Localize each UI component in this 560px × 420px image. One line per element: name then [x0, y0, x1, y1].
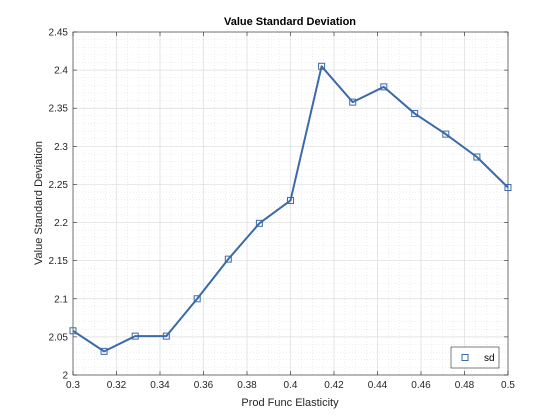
x-tick-label: 0.32	[107, 380, 127, 391]
x-tick-label: 0.5	[501, 380, 515, 391]
x-tick-label: 0.3	[66, 380, 80, 391]
y-tick-label: 2.15	[49, 256, 69, 267]
y-tick-label: 2.3	[54, 142, 68, 153]
chart-title: Value Standard Deviation	[224, 16, 356, 28]
x-tick-label: 0.46	[411, 380, 431, 391]
data-point	[473, 153, 481, 161]
data-point	[162, 332, 170, 340]
data-point	[287, 196, 294, 204]
y-tick-label: 2.25	[49, 180, 69, 191]
y-tick-label: 2.05	[49, 332, 69, 343]
y-tick-label: 2.4	[54, 66, 68, 77]
x-tick-label: 0.4	[284, 380, 298, 391]
data-point	[349, 98, 357, 106]
y-axis: 2 2.05 2.1 2.15 2.2 2.25 2.3 2.35 2.4 2.45	[49, 28, 508, 382]
series-line-sd	[72, 65, 509, 353]
x-tick-label: 0.44	[368, 380, 388, 391]
data-point	[100, 347, 108, 355]
x-tick-label: 0.36	[194, 380, 214, 391]
data-point	[193, 295, 201, 303]
legend-box	[450, 346, 500, 369]
data-point	[224, 255, 232, 263]
series-layer	[69, 62, 512, 355]
x-tick-label: 0.48	[455, 380, 475, 391]
data-point	[255, 219, 263, 227]
y-axis-label: Value Standard Deviation	[33, 141, 45, 265]
x-tick-label: 0.42	[324, 380, 344, 391]
data-point	[131, 332, 139, 340]
x-axis-label: Prod Func Elasticity	[241, 397, 339, 409]
data-point	[69, 327, 77, 335]
y-tick-label: 2.35	[49, 104, 69, 115]
x-tick-label: 0.34	[150, 380, 170, 391]
x-tick-label: 0.38	[237, 380, 257, 391]
legend-label-sd: sd	[484, 353, 495, 364]
y-tick-label: 2.2	[54, 218, 68, 229]
y-tick-label: 2.45	[49, 28, 69, 39]
legend-marker-sd	[461, 354, 469, 361]
y-tick-label: 2	[62, 371, 68, 382]
data-point	[411, 110, 419, 118]
data-point	[380, 83, 388, 91]
x-axis: 0.3 0.32 0.34 0.36 0.38 0.4 0.42 0.44 0.46 0.48 0.…	[66, 32, 515, 391]
data-point	[442, 130, 450, 138]
data-point	[504, 183, 512, 191]
legend: sd	[450, 346, 500, 369]
data-point	[318, 62, 326, 70]
y-tick-label: 2.1	[54, 294, 68, 305]
